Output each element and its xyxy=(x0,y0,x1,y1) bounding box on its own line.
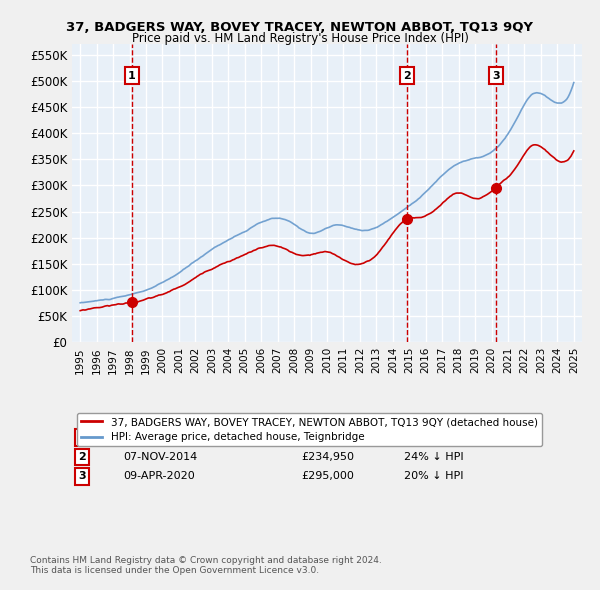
Text: 1: 1 xyxy=(128,71,136,81)
Legend: 37, BADGERS WAY, BOVEY TRACEY, NEWTON ABBOT, TQ13 9QY (detached house), HPI: Ave: 37, BADGERS WAY, BOVEY TRACEY, NEWTON AB… xyxy=(77,413,542,447)
Text: £77,500: £77,500 xyxy=(302,432,347,442)
Text: 07-NOV-2014: 07-NOV-2014 xyxy=(123,452,197,462)
Text: 2: 2 xyxy=(79,452,86,462)
Text: 2: 2 xyxy=(403,71,410,81)
Text: 09-APR-2020: 09-APR-2020 xyxy=(123,471,195,481)
Text: 3: 3 xyxy=(492,71,500,81)
Text: Contains HM Land Registry data © Crown copyright and database right 2024.
This d: Contains HM Land Registry data © Crown c… xyxy=(30,556,382,575)
Text: 37, BADGERS WAY, BOVEY TRACEY, NEWTON ABBOT, TQ13 9QY: 37, BADGERS WAY, BOVEY TRACEY, NEWTON AB… xyxy=(67,21,533,34)
Text: 24% ↓ HPI: 24% ↓ HPI xyxy=(404,452,463,462)
Text: 18% ↓ HPI: 18% ↓ HPI xyxy=(404,432,463,442)
Text: £295,000: £295,000 xyxy=(302,471,355,481)
Text: 1: 1 xyxy=(79,432,86,442)
Text: 20% ↓ HPI: 20% ↓ HPI xyxy=(404,471,463,481)
Text: £234,950: £234,950 xyxy=(302,452,355,462)
Text: 3: 3 xyxy=(79,471,86,481)
Text: 27-FEB-1998: 27-FEB-1998 xyxy=(123,432,194,442)
Text: Price paid vs. HM Land Registry's House Price Index (HPI): Price paid vs. HM Land Registry's House … xyxy=(131,32,469,45)
